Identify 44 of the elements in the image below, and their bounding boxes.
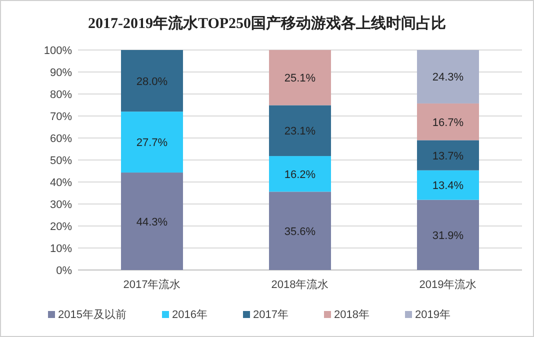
y-tick-label: 80% xyxy=(50,89,72,101)
data-label: 13.7% xyxy=(432,150,464,162)
y-tick-label: 100% xyxy=(44,45,72,57)
data-label: 16.2% xyxy=(284,168,316,181)
data-label: 31.9% xyxy=(432,230,464,242)
bar xyxy=(417,50,479,104)
bar xyxy=(417,170,479,200)
bar xyxy=(121,50,183,112)
data-label: 28.0% xyxy=(136,76,168,88)
legend-label: 2016年 xyxy=(172,309,208,321)
y-tick-label: 30% xyxy=(50,199,72,211)
bar xyxy=(269,192,331,270)
y-tick-label: 0% xyxy=(56,265,72,277)
data-label: 13.4% xyxy=(432,180,464,192)
data-label: 27.7% xyxy=(136,137,168,150)
data-label: 44.3% xyxy=(136,216,168,228)
x-tick-label: 2019年流水 xyxy=(419,278,477,291)
y-tick-label: 20% xyxy=(50,221,72,233)
y-tick-label: 70% xyxy=(50,111,72,123)
bar xyxy=(417,200,479,270)
x-tick-label: 2017年流水 xyxy=(123,278,181,291)
data-label: 16.7% xyxy=(432,116,464,129)
y-tick-label: 50% xyxy=(50,155,72,167)
bar xyxy=(121,172,183,270)
y-tick-label: 60% xyxy=(50,133,72,145)
bar xyxy=(121,112,183,173)
data-label: 24.3% xyxy=(432,72,464,84)
x-tick-label: 2018年流水 xyxy=(271,278,329,291)
y-tick-label: 40% xyxy=(50,177,72,189)
legend-label: 2015年及以前 xyxy=(58,308,126,321)
data-label: 35.6% xyxy=(284,226,316,238)
bar xyxy=(269,105,331,156)
legend-label: 2019年 xyxy=(415,309,450,321)
legend-label: 2018年 xyxy=(334,309,370,321)
y-tick-label: 90% xyxy=(50,67,72,79)
bar xyxy=(417,103,479,140)
bar xyxy=(269,50,331,106)
data-label: 23.1% xyxy=(284,126,316,138)
bar xyxy=(417,140,479,170)
chart-title: 2017-2019年流水TOP250国产移动游戏各上线时间占比 xyxy=(88,14,446,32)
data-label: 25.1% xyxy=(284,72,316,85)
bar xyxy=(269,156,331,192)
legend-label: 2017年 xyxy=(253,309,288,321)
y-tick-label: 10% xyxy=(50,243,72,255)
